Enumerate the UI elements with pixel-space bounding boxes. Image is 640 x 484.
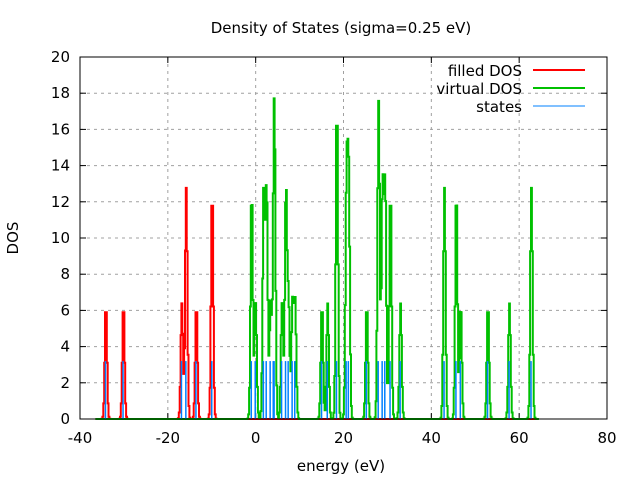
y-tick-label: 0 — [60, 410, 70, 428]
y-axis-label: DOS — [4, 222, 22, 255]
y-tick-label: 10 — [51, 229, 70, 247]
x-tick-label: 60 — [510, 429, 529, 447]
y-tick-label: 18 — [51, 84, 70, 102]
x-axis-label: energy (eV) — [297, 457, 385, 475]
x-tick-label: -20 — [156, 429, 181, 447]
y-tick-label: 4 — [60, 338, 70, 356]
grid — [80, 57, 607, 419]
legend-label-filled: filled DOS — [448, 62, 522, 80]
legend: filled DOS virtual DOS states — [436, 62, 585, 116]
y-tick-label: 20 — [51, 48, 70, 66]
y-tick-label: 8 — [60, 265, 70, 283]
y-tick-label: 2 — [60, 374, 70, 392]
series-group — [95, 97, 539, 420]
plot-frame — [79, 56, 608, 420]
y-tick-label: 14 — [51, 157, 70, 175]
x-tick-label: 0 — [251, 429, 261, 447]
legend-label-states: states — [476, 98, 522, 116]
x-tick-label: -40 — [68, 429, 93, 447]
virtual-dos-line — [95, 97, 539, 420]
x-tick-label: 40 — [422, 429, 441, 447]
chart-title: Density of States (sigma=0.25 eV) — [211, 19, 472, 37]
y-tick-label: 6 — [60, 301, 70, 319]
x-tick-label: 20 — [334, 429, 353, 447]
y-tick-label: 16 — [51, 120, 70, 138]
filled-dos-line — [95, 186, 539, 420]
y-tick-label: 12 — [51, 193, 70, 211]
axis-ticks: -40 -20 0 20 40 60 80 0 2 4 6 8 10 12 14 16 18 20 — [51, 48, 617, 447]
x-tick-label: 80 — [597, 429, 616, 447]
legend-label-virtual: virtual DOS — [436, 80, 522, 98]
